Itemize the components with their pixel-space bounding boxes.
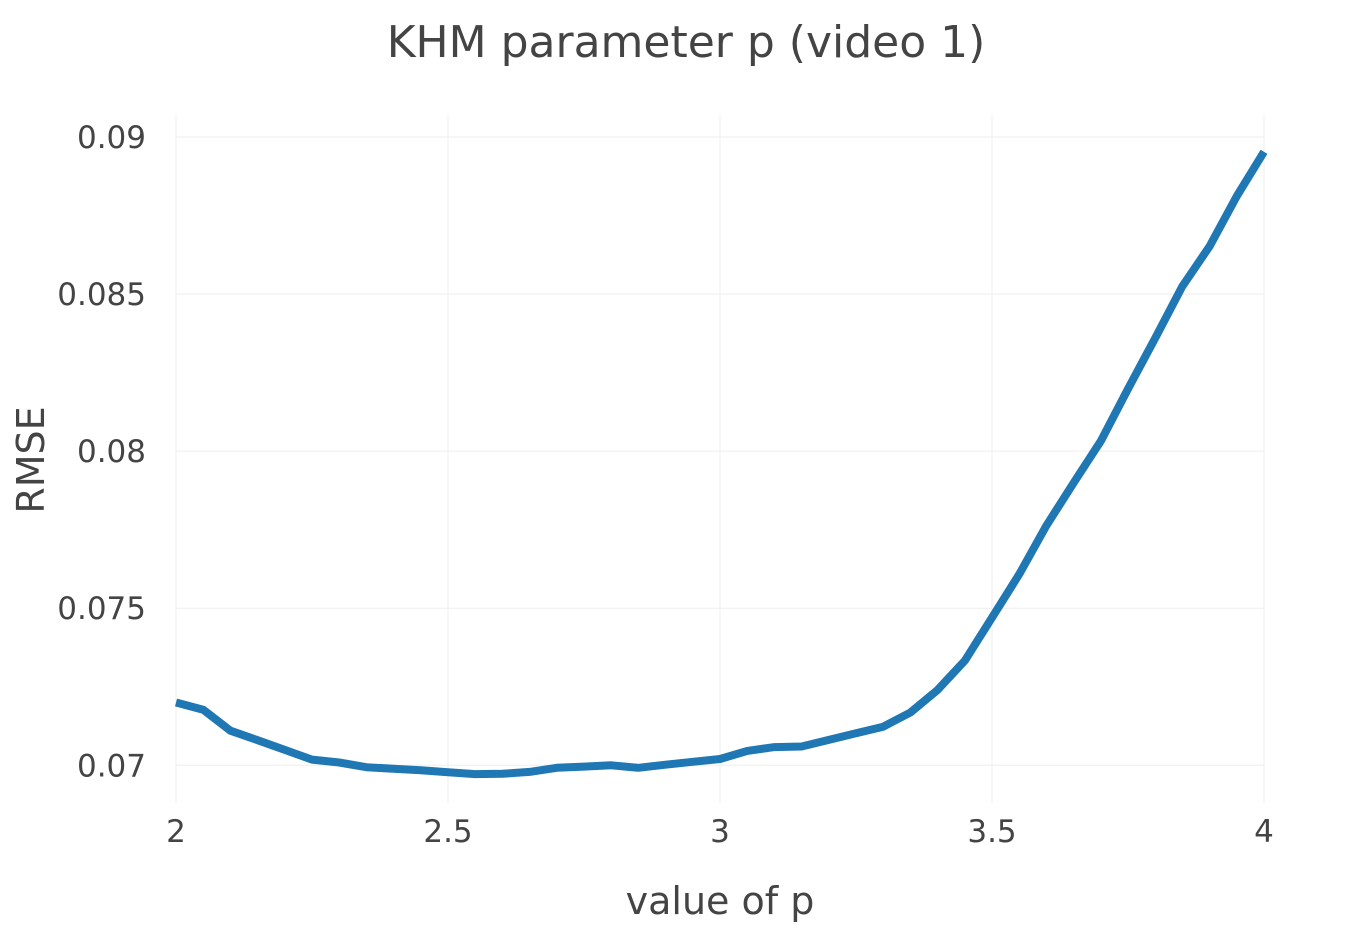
x-tick-label: 4 <box>1254 814 1274 850</box>
y-tick-label: 0.075 <box>57 591 146 627</box>
y-tick-label: 0.08 <box>77 434 146 470</box>
y-tick-label: 0.07 <box>77 748 146 784</box>
x-tick-label: 2.5 <box>423 814 472 850</box>
x-axis-ticks: 2 2.5 3 3.5 4 <box>166 814 1274 850</box>
x-tick-label: 3.5 <box>967 814 1016 850</box>
x-grid <box>175 115 1265 803</box>
x-tick-label: 2 <box>166 814 186 850</box>
y-axis-title: RMSE <box>9 406 53 513</box>
y-tick-label: 0.09 <box>77 120 146 156</box>
x-tick-label: 3 <box>710 814 730 850</box>
chart-title: KHM parameter p (video 1) <box>387 17 986 68</box>
x-axis-title: value of p <box>626 879 815 923</box>
y-tick-label: 0.085 <box>57 277 146 313</box>
plot-area <box>174 149 1268 779</box>
series-line <box>174 149 1268 779</box>
y-axis-ticks: 0.07 0.075 0.08 0.085 0.09 <box>57 120 146 784</box>
